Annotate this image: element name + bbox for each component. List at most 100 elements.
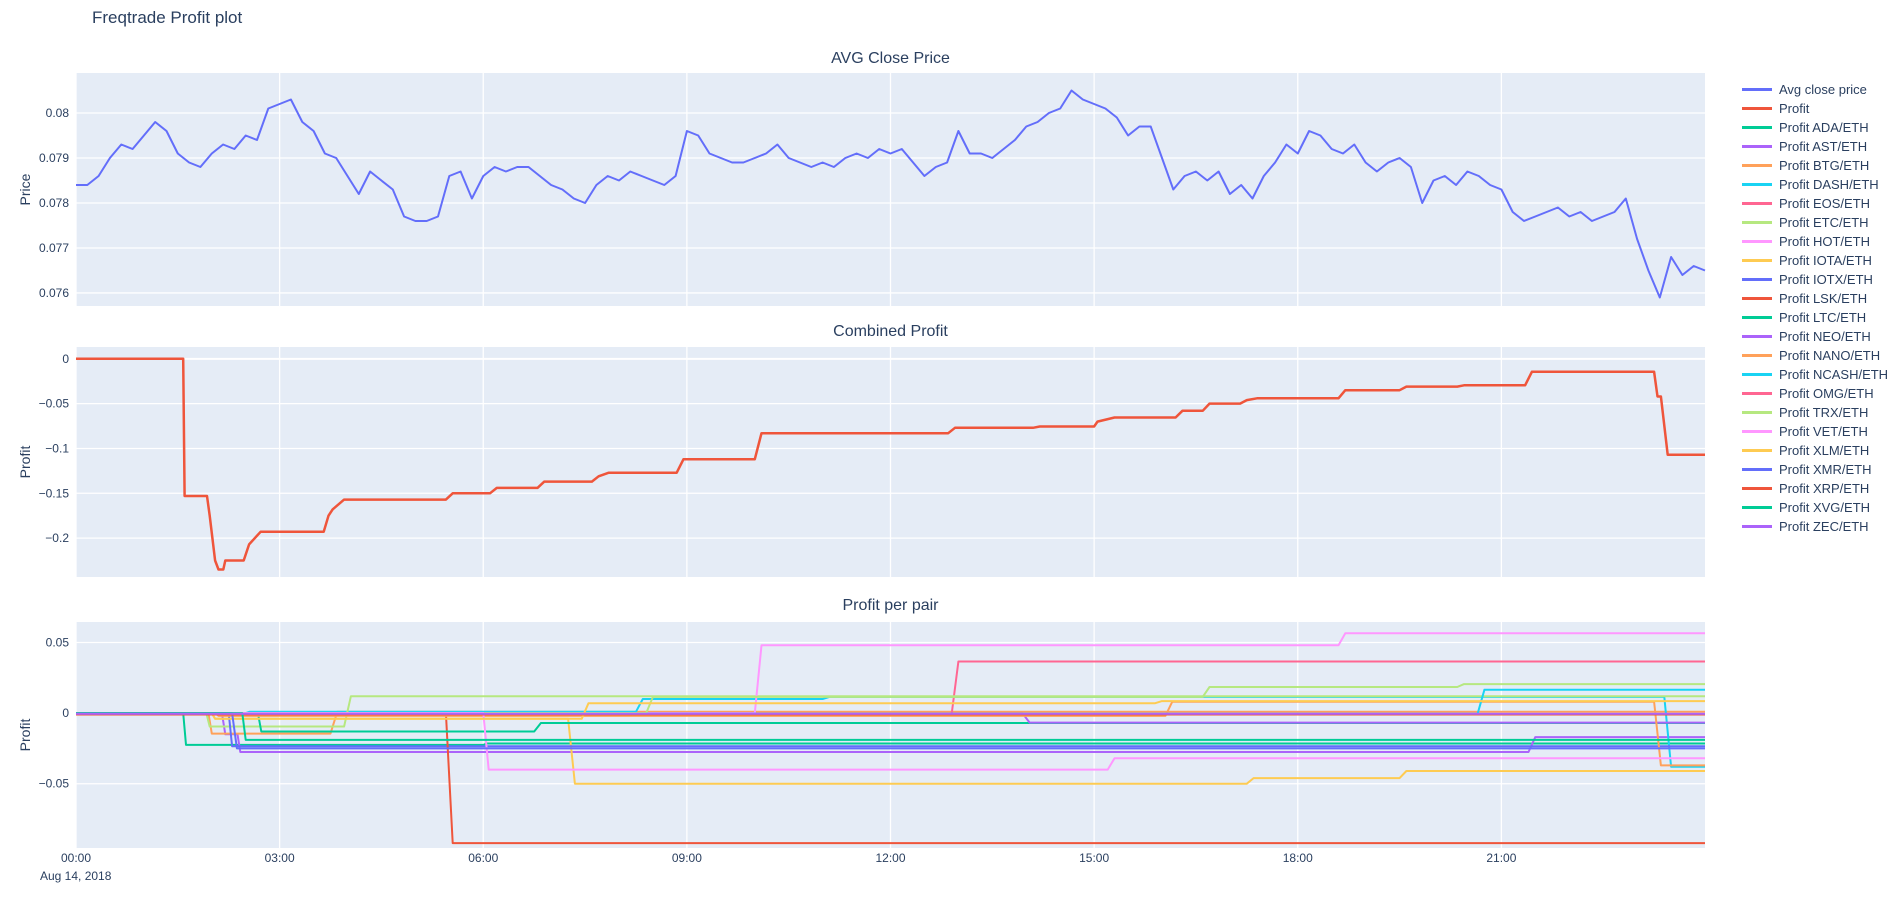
legend-line-swatch — [1742, 88, 1772, 91]
legend-label: Profit TRX/ETH — [1779, 405, 1869, 420]
legend-item-Profit-XMR-ETH[interactable]: Profit XMR/ETH — [1742, 460, 1888, 479]
legend-label: Profit XLM/ETH — [1779, 443, 1870, 458]
legend-item-Profit[interactable]: Profit — [1742, 99, 1888, 118]
legend-line-swatch — [1742, 316, 1772, 319]
legend-label: Profit EOS/ETH — [1779, 196, 1871, 211]
y-tick-label: 0.05 — [46, 635, 70, 649]
legend-line-swatch — [1742, 411, 1772, 414]
x-tick-label: 09:00 — [672, 851, 702, 865]
legend-item-Profit-VET-ETH[interactable]: Profit VET/ETH — [1742, 422, 1888, 441]
legend-item-Profit-ETC-ETH[interactable]: Profit ETC/ETH — [1742, 213, 1888, 232]
legend-line-swatch — [1742, 449, 1772, 452]
y-axis-title: Profit — [17, 719, 33, 752]
y-tick-label: 0.08 — [46, 106, 70, 120]
legend-label: Profit ZEC/ETH — [1779, 519, 1869, 534]
legend-item-Profit-XRP-ETH[interactable]: Profit XRP/ETH — [1742, 479, 1888, 498]
y-tick-label: −0.2 — [45, 531, 69, 545]
legend-label: Profit LSK/ETH — [1779, 291, 1868, 306]
legend-line-swatch — [1742, 183, 1772, 186]
y-tick-label: −0.05 — [39, 777, 70, 791]
legend-label: Profit AST/ETH — [1779, 139, 1868, 154]
legend-line-swatch — [1742, 259, 1772, 262]
legend-label: Profit NCASH/ETH — [1779, 367, 1889, 382]
legend-item-Profit-ZEC-ETH[interactable]: Profit ZEC/ETH — [1742, 517, 1888, 536]
legend-item-Avg-close-price[interactable]: Avg close price — [1742, 80, 1888, 99]
legend-line-swatch — [1742, 278, 1772, 281]
x-tick-label: 18:00 — [1283, 851, 1313, 865]
legend-line-swatch — [1742, 525, 1772, 528]
legend-item-Profit-TRX-ETH[interactable]: Profit TRX/ETH — [1742, 403, 1888, 422]
legend-item-Profit-NEO-ETH[interactable]: Profit NEO/ETH — [1742, 327, 1888, 346]
legend-item-Profit-OMG-ETH[interactable]: Profit OMG/ETH — [1742, 384, 1888, 403]
subplot-title: AVG Close Price — [831, 50, 950, 67]
legend: Avg close price Profit Profit ADA/ETH Profi… — [1742, 80, 1888, 536]
legend-line-swatch — [1742, 107, 1772, 110]
y-tick-label: 0.077 — [39, 241, 69, 255]
legend-item-Profit-AST-ETH[interactable]: Profit AST/ETH — [1742, 137, 1888, 156]
legend-label: Profit XMR/ETH — [1779, 462, 1872, 477]
legend-item-Profit-XLM-ETH[interactable]: Profit XLM/ETH — [1742, 441, 1888, 460]
legend-item-Profit-EOS-ETH[interactable]: Profit EOS/ETH — [1742, 194, 1888, 213]
legend-label: Profit IOTA/ETH — [1779, 253, 1872, 268]
subplot-title: Profit per pair — [842, 597, 939, 614]
legend-label: Profit IOTX/ETH — [1779, 272, 1873, 287]
legend-label: Profit NANO/ETH — [1779, 348, 1881, 363]
legend-line-swatch — [1742, 430, 1772, 433]
legend-line-swatch — [1742, 221, 1772, 224]
legend-item-Profit-NCASH-ETH[interactable]: Profit NCASH/ETH — [1742, 365, 1888, 384]
legend-label: Profit LTC/ETH — [1779, 310, 1867, 325]
subplot-title: Combined Profit — [833, 323, 948, 340]
legend-line-swatch — [1742, 126, 1772, 129]
legend-line-swatch — [1742, 240, 1772, 243]
y-tick-label: 0 — [62, 352, 69, 366]
legend-label: Profit HOT/ETH — [1779, 234, 1871, 249]
legend-line-swatch — [1742, 506, 1772, 509]
legend-item-Profit-IOTX-ETH[interactable]: Profit IOTX/ETH — [1742, 270, 1888, 289]
legend-label: Profit — [1779, 101, 1810, 116]
y-tick-label: 0.079 — [39, 151, 69, 165]
legend-label: Profit XVG/ETH — [1779, 500, 1871, 515]
y-tick-label: −0.05 — [39, 397, 70, 411]
legend-line-swatch — [1742, 335, 1772, 338]
legend-line-swatch — [1742, 354, 1772, 357]
legend-label: Profit VET/ETH — [1779, 424, 1868, 439]
legend-label: Profit ADA/ETH — [1779, 120, 1869, 135]
combined-profit-line — [76, 357, 1705, 571]
legend-item-Profit-HOT-ETH[interactable]: Profit HOT/ETH — [1742, 232, 1888, 251]
y-tick-label: −0.15 — [39, 486, 70, 500]
legend-item-Profit-XVG-ETH[interactable]: Profit XVG/ETH — [1742, 498, 1888, 517]
y-axis-title: Price — [17, 173, 33, 205]
x-tick-label: 21:00 — [1486, 851, 1516, 865]
legend-line-swatch — [1742, 164, 1772, 167]
legend-label: Profit NEO/ETH — [1779, 329, 1871, 344]
legend-label: Profit OMG/ETH — [1779, 386, 1874, 401]
x-tick-label: 06:00 — [468, 851, 498, 865]
legend-item-Profit-NANO-ETH[interactable]: Profit NANO/ETH — [1742, 346, 1888, 365]
legend-label: Profit DASH/ETH — [1779, 177, 1879, 192]
y-tick-label: −0.1 — [45, 441, 69, 455]
legend-line-swatch — [1742, 145, 1772, 148]
y-tick-label: 0.076 — [39, 286, 69, 300]
y-axis-title: Profit — [17, 446, 33, 479]
x-tick-label: 12:00 — [875, 851, 905, 865]
legend-label: Avg close price — [1779, 82, 1867, 97]
pair-line-Profit-TRX-ETH — [76, 683, 1705, 715]
legend-line-swatch — [1742, 468, 1772, 471]
y-tick-label: 0.078 — [39, 196, 69, 210]
price-line — [76, 89, 1706, 299]
legend-label: Profit XRP/ETH — [1779, 481, 1870, 496]
x-tick-label: 03:00 — [265, 851, 295, 865]
legend-line-swatch — [1742, 297, 1772, 300]
legend-item-Profit-DASH-ETH[interactable]: Profit DASH/ETH — [1742, 175, 1888, 194]
x-tick-label: 00:00 — [61, 851, 91, 865]
legend-item-Profit-LTC-ETH[interactable]: Profit LTC/ETH — [1742, 308, 1888, 327]
legend-item-Profit-IOTA-ETH[interactable]: Profit IOTA/ETH — [1742, 251, 1888, 270]
page-title: Freqtrade Profit plot — [92, 8, 243, 27]
legend-line-swatch — [1742, 487, 1772, 490]
legend-line-swatch — [1742, 373, 1772, 376]
legend-item-Profit-LSK-ETH[interactable]: Profit LSK/ETH — [1742, 289, 1888, 308]
legend-item-Profit-BTG-ETH[interactable]: Profit BTG/ETH — [1742, 156, 1888, 175]
legend-item-Profit-ADA-ETH[interactable]: Profit ADA/ETH — [1742, 118, 1888, 137]
x-axis-date-label: Aug 14, 2018 — [40, 869, 112, 883]
